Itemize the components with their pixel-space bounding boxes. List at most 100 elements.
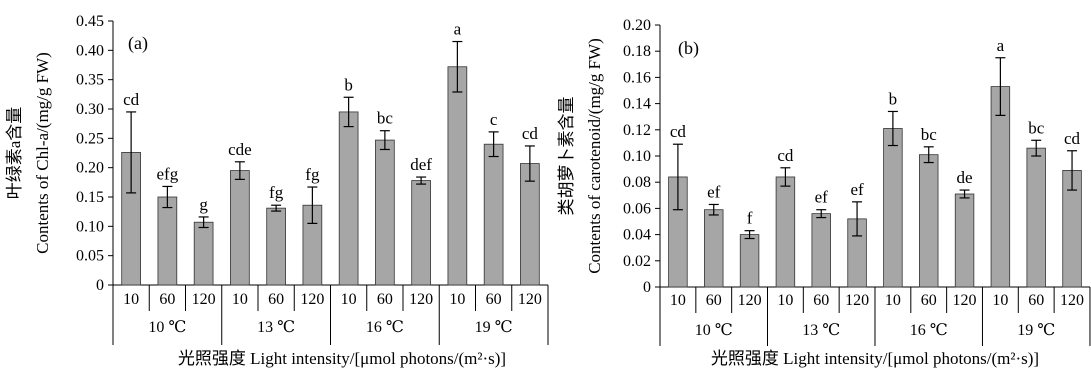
significance-label: bc xyxy=(1028,118,1045,137)
group-label: 16 ℃ xyxy=(366,319,404,336)
x-tick-label: 10 xyxy=(123,291,139,308)
significance-label: g xyxy=(199,195,208,214)
group-label: 10 ℃ xyxy=(148,319,186,336)
significance-label: def xyxy=(410,155,432,174)
x-axis-title: 光照强度 Light intensity/[μmol photons/(m²·s… xyxy=(178,349,506,368)
y-tick-label: 0.40 xyxy=(76,42,104,59)
bar xyxy=(919,154,939,288)
y-tick-label: 0.15 xyxy=(76,189,104,206)
significance-label: a xyxy=(997,36,1005,55)
x-tick-label: 10 xyxy=(992,292,1008,309)
x-tick-label: 10 xyxy=(670,292,686,309)
group-label: 16 ℃ xyxy=(910,322,948,339)
x-tick-label: 10 xyxy=(449,291,465,308)
bar xyxy=(157,196,178,286)
significance-label: ef xyxy=(815,188,829,207)
x-tick-label: 120 xyxy=(953,292,977,309)
group-label: 19 ℃ xyxy=(475,319,513,336)
group-label: 13 ℃ xyxy=(257,319,295,336)
x-tick-label: 120 xyxy=(845,292,869,309)
x-tick-label: 120 xyxy=(738,292,762,309)
bar xyxy=(193,221,214,286)
y-tick-label: 0.18 xyxy=(623,43,651,60)
bar xyxy=(375,139,395,286)
bar xyxy=(883,128,903,288)
significance-label: cd xyxy=(670,122,687,141)
y-tick-label: 0.10 xyxy=(76,218,104,235)
y-tick-label: 0.02 xyxy=(623,253,651,270)
significance-label: de xyxy=(957,168,973,187)
x-tick-label: 60 xyxy=(268,291,284,308)
y-tick-label: 0.10 xyxy=(623,148,651,165)
x-tick-label: 60 xyxy=(813,292,829,309)
x-tick-label: 60 xyxy=(486,291,502,308)
y-tick-label: 0.12 xyxy=(623,122,651,139)
x-tick-label: 60 xyxy=(706,292,722,309)
x-axis-title: 光照强度 Light intensity/[μmol photons/(m²·s… xyxy=(711,349,1039,368)
y-axis-title-cn: 叶绿素a含量 xyxy=(5,107,24,200)
x-tick-label: 10 xyxy=(885,292,901,309)
x-tick-label: 120 xyxy=(518,291,542,308)
chart-panel-a: 0 0.05 0.10 0.15 0.20 0.25 0.30 0.35 0.40 0.45 叶绿素… xyxy=(5,13,549,368)
y-tick-label: 0.06 xyxy=(623,200,651,217)
x-tick-label: 10 xyxy=(341,291,357,308)
bar xyxy=(520,163,540,286)
x-tick-label: 60 xyxy=(1028,292,1044,309)
bar xyxy=(447,66,468,286)
bar xyxy=(775,176,796,288)
y-tick-label: 0.04 xyxy=(623,227,651,244)
significance-label: b xyxy=(889,89,898,108)
bar xyxy=(411,180,431,286)
y-axis-title-en: Contents of Chl-a/(mg/g FW) xyxy=(33,52,52,254)
y-tick-label: 0.14 xyxy=(623,96,651,113)
y-tick-label: 0.08 xyxy=(623,174,651,191)
significance-label: cd xyxy=(777,146,794,165)
y-axis-title-en: Contents of carotenoid/(mg/g FW) xyxy=(585,38,604,274)
x-tick-label: 10 xyxy=(232,291,248,308)
significance-label: c xyxy=(490,110,498,129)
x-tick-label: 60 xyxy=(159,291,175,308)
bar xyxy=(230,170,250,286)
x-tick-label: 120 xyxy=(192,291,216,308)
y-tick-label: 0 xyxy=(643,279,651,296)
x-tick-label: 120 xyxy=(1060,292,1084,309)
significance-label: f xyxy=(747,209,753,228)
panel-label: (a) xyxy=(128,33,148,54)
significance-label: cd xyxy=(1064,129,1081,148)
x-tick-label: 120 xyxy=(409,291,433,308)
y-axis-title-cn: 类胡萝卜素含量 xyxy=(557,97,576,216)
significance-label: bc xyxy=(921,125,938,144)
significance-label: ef xyxy=(850,180,864,199)
significance-label: cd xyxy=(123,90,140,109)
significance-label: cde xyxy=(228,140,252,159)
x-tick-label: 60 xyxy=(921,292,937,309)
significance-label: bc xyxy=(377,109,394,128)
significance-label: a xyxy=(454,20,462,39)
bar xyxy=(483,143,504,286)
chart-panel-b: 0 0.02 0.04 0.06 0.08 0.10 0.12 0.14 0.16 0.18 0.2… xyxy=(557,17,1091,368)
significance-label: ef xyxy=(707,182,721,201)
bar xyxy=(811,213,831,288)
significance-label: fg xyxy=(305,165,320,184)
y-tick-label: 0.25 xyxy=(76,130,104,147)
y-tick-label: 0.20 xyxy=(623,17,651,34)
y-tick-label: 0.35 xyxy=(76,72,104,89)
bar xyxy=(739,234,760,288)
group-label: 13 ℃ xyxy=(802,322,840,339)
x-tick-label: 120 xyxy=(300,291,324,308)
significance-label: b xyxy=(344,75,353,94)
bar xyxy=(266,207,286,286)
significance-label: efg xyxy=(157,164,179,183)
significance-label: cd xyxy=(522,124,539,143)
bar xyxy=(990,86,1011,288)
y-tick-label: 0.30 xyxy=(76,101,104,118)
bar xyxy=(704,209,724,288)
y-tick-label: 0 xyxy=(96,277,104,294)
bar xyxy=(954,193,975,288)
y-tick-label: 0.05 xyxy=(76,248,104,265)
y-tick-label: 0.45 xyxy=(76,13,104,30)
x-tick-label: 10 xyxy=(777,292,793,309)
bar xyxy=(338,111,359,286)
group-label: 19 ℃ xyxy=(1017,322,1055,339)
